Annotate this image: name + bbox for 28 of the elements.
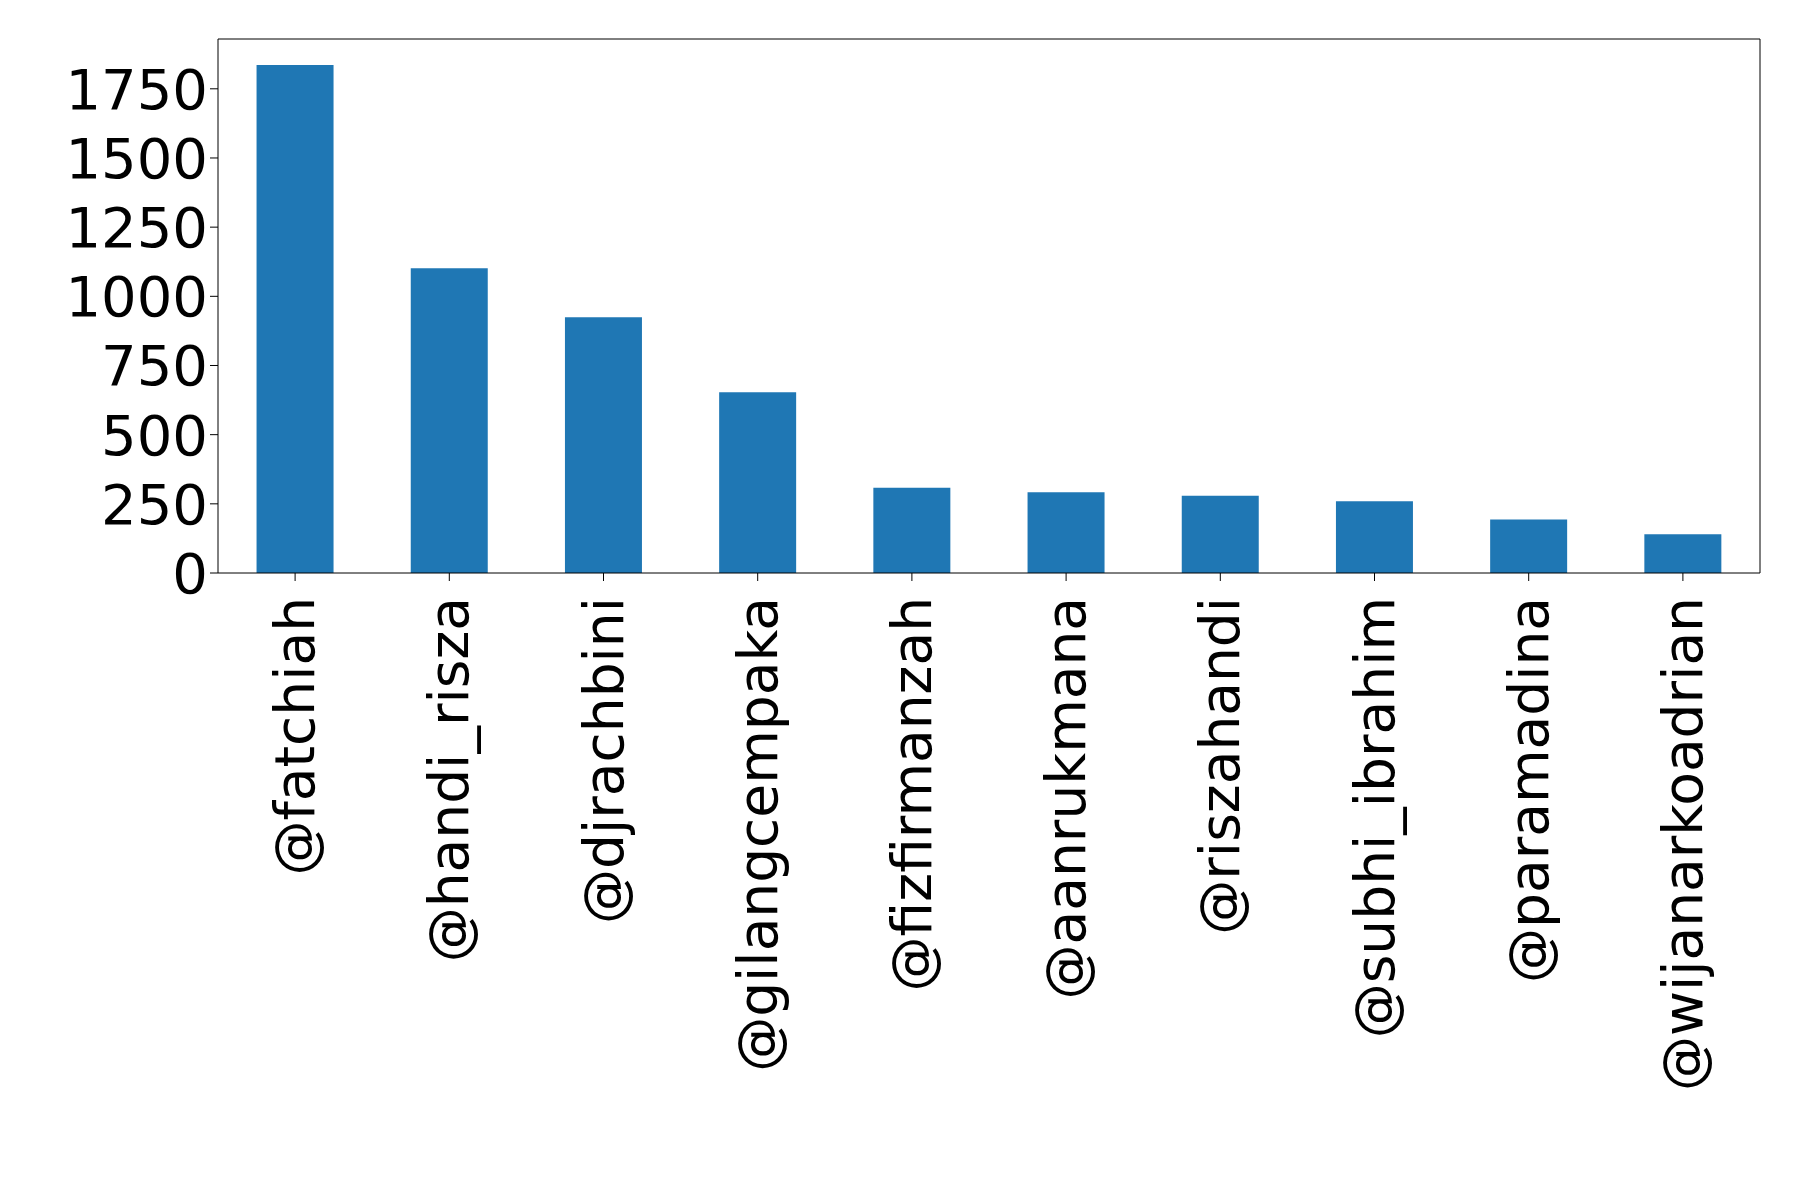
bar — [1027, 492, 1105, 573]
bar — [256, 65, 334, 573]
y-tick-label: 0 — [172, 540, 208, 606]
x-tick-label: @handi_risza — [417, 597, 482, 963]
x-tick-label: @wijanarkoadrian — [1650, 597, 1715, 1092]
bar — [719, 392, 797, 573]
x-tick-label: @fatchiah — [263, 597, 328, 876]
x-tick-label: @paramadina — [1496, 597, 1561, 983]
x-tick-label: @djrachbini — [571, 597, 636, 924]
y-tick-label: 1500 — [65, 125, 208, 191]
y-tick-label: 1250 — [65, 195, 208, 261]
bar — [1335, 501, 1413, 573]
y-tick-label: 1000 — [65, 264, 208, 330]
bar — [1181, 495, 1259, 573]
x-tick-label: @riszahandi — [1188, 597, 1253, 935]
x-tick-label: @aanrukmana — [1034, 597, 1099, 1000]
x-tick-label: @gilangcempaka — [725, 597, 790, 1072]
bar — [1644, 534, 1722, 573]
x-tick-label: @fizfirmanzah — [879, 597, 944, 992]
y-tick-label: 500 — [101, 402, 208, 468]
x-tick-label: @subhi_ibrahim — [1342, 597, 1407, 1039]
bar — [564, 317, 642, 573]
y-tick-label: 250 — [101, 471, 208, 537]
bar — [873, 487, 951, 573]
y-tick-label: 1750 — [65, 56, 208, 122]
bar — [1490, 519, 1568, 573]
y-tick-label: 750 — [101, 333, 208, 399]
bar — [410, 268, 488, 573]
